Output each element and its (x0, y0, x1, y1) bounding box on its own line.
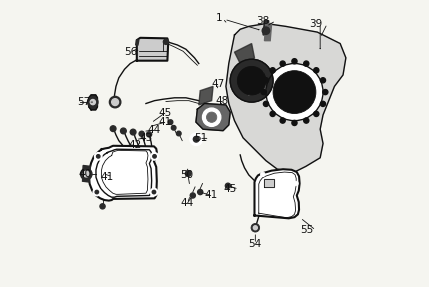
Polygon shape (243, 72, 266, 95)
Text: 44: 44 (180, 199, 193, 208)
Circle shape (190, 193, 195, 198)
Polygon shape (254, 169, 299, 218)
Text: 42: 42 (128, 140, 141, 150)
Text: 48: 48 (216, 96, 229, 106)
Circle shape (206, 112, 217, 122)
Circle shape (83, 171, 89, 177)
Circle shape (323, 90, 328, 95)
Circle shape (100, 204, 105, 209)
Circle shape (153, 155, 156, 158)
Circle shape (270, 111, 275, 117)
Circle shape (254, 226, 257, 230)
Circle shape (139, 131, 144, 136)
Text: 41: 41 (205, 191, 218, 201)
Text: 57: 57 (77, 97, 91, 107)
Circle shape (273, 71, 316, 114)
Circle shape (314, 68, 319, 73)
Text: 41: 41 (100, 172, 114, 182)
Circle shape (150, 188, 158, 196)
Circle shape (176, 131, 181, 136)
Polygon shape (235, 44, 254, 69)
Circle shape (225, 183, 230, 188)
Circle shape (280, 61, 285, 66)
Circle shape (261, 90, 266, 95)
Polygon shape (88, 95, 97, 110)
Circle shape (304, 118, 309, 123)
Text: 39: 39 (309, 19, 322, 28)
Circle shape (263, 78, 269, 83)
Circle shape (93, 188, 100, 196)
Circle shape (198, 189, 203, 195)
Polygon shape (136, 40, 139, 45)
Circle shape (251, 224, 260, 232)
Circle shape (260, 172, 265, 177)
Text: 56: 56 (124, 47, 138, 57)
Circle shape (90, 100, 95, 105)
Circle shape (163, 39, 169, 44)
Circle shape (95, 190, 99, 194)
Text: 47: 47 (211, 79, 225, 88)
Circle shape (171, 125, 176, 130)
Circle shape (97, 155, 100, 158)
Polygon shape (226, 24, 346, 172)
Polygon shape (137, 38, 168, 61)
Circle shape (320, 78, 326, 83)
Circle shape (314, 111, 319, 117)
Circle shape (109, 96, 121, 108)
Circle shape (147, 132, 152, 137)
Circle shape (266, 63, 323, 121)
Polygon shape (263, 21, 269, 35)
Circle shape (190, 133, 202, 146)
Circle shape (248, 77, 255, 84)
Text: 50: 50 (180, 170, 193, 180)
Text: 1: 1 (215, 13, 222, 24)
Text: 40: 40 (78, 169, 91, 179)
Polygon shape (82, 166, 90, 182)
Circle shape (292, 120, 297, 125)
Text: 45: 45 (158, 108, 172, 118)
Text: 45: 45 (223, 184, 236, 194)
Circle shape (193, 136, 199, 142)
Circle shape (151, 153, 158, 160)
Text: 41: 41 (158, 117, 172, 127)
Circle shape (289, 86, 300, 98)
Circle shape (81, 168, 92, 180)
Circle shape (110, 126, 116, 131)
Text: 44: 44 (148, 125, 160, 135)
Circle shape (280, 118, 285, 123)
Circle shape (230, 59, 273, 102)
Circle shape (88, 97, 98, 107)
Text: 55: 55 (300, 225, 314, 235)
Circle shape (304, 61, 309, 66)
Polygon shape (89, 146, 157, 201)
Circle shape (94, 153, 102, 160)
Polygon shape (199, 86, 213, 105)
Circle shape (130, 129, 136, 135)
Polygon shape (112, 97, 118, 107)
Text: 43: 43 (139, 133, 153, 143)
Circle shape (292, 59, 297, 64)
Circle shape (185, 171, 191, 176)
Text: 38: 38 (256, 16, 269, 26)
Circle shape (121, 128, 126, 134)
Text: 54: 54 (248, 239, 261, 249)
Text: 51: 51 (194, 133, 208, 144)
Polygon shape (264, 179, 275, 187)
Polygon shape (196, 104, 230, 131)
Circle shape (281, 79, 307, 105)
Circle shape (202, 108, 221, 126)
Circle shape (320, 101, 326, 106)
Circle shape (262, 27, 269, 34)
Circle shape (263, 101, 269, 106)
Circle shape (152, 190, 156, 194)
Circle shape (293, 181, 298, 186)
Circle shape (237, 66, 266, 95)
Circle shape (112, 99, 118, 106)
Polygon shape (265, 24, 272, 41)
Circle shape (168, 120, 173, 124)
Circle shape (244, 73, 260, 89)
Circle shape (270, 68, 275, 73)
Polygon shape (193, 134, 199, 144)
